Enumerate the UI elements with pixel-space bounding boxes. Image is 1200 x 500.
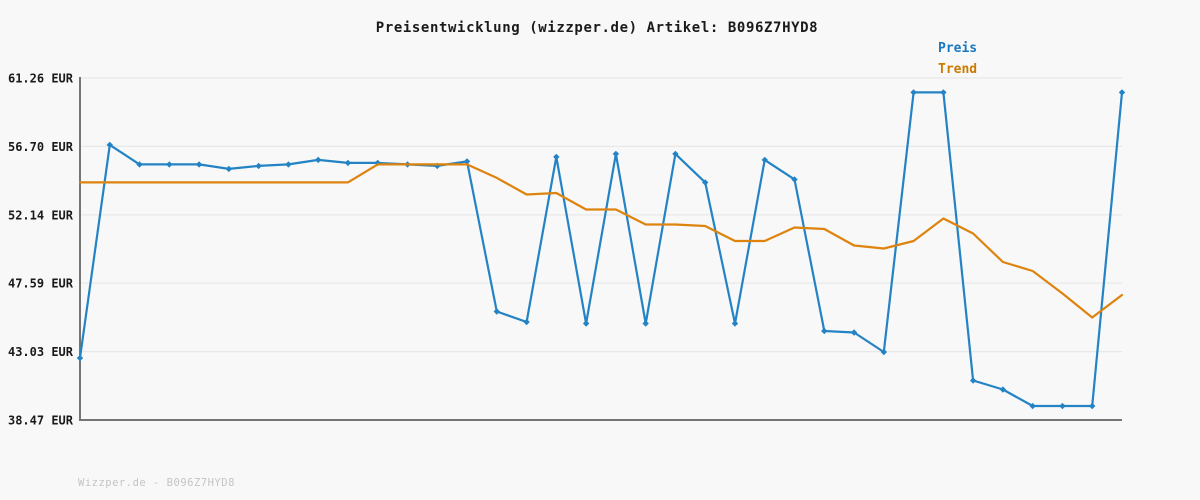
preis-marker — [493, 308, 500, 315]
preis-marker — [463, 158, 471, 165]
y-tick-label: 56.70 EUR — [8, 140, 74, 154]
preis-marker — [195, 161, 203, 168]
preis-marker — [642, 320, 649, 327]
legend-item-trend: Trend — [938, 62, 978, 77]
preis-line — [78, 91, 1124, 408]
y-tick-label: 47.59 EUR — [8, 277, 74, 291]
legend-item-preis: Preis — [938, 41, 978, 56]
preis-marker — [76, 354, 84, 362]
chart-legend: Preis Trend — [938, 38, 977, 80]
y-tick-label: 61.26 EUR — [8, 72, 74, 86]
preis-marker — [880, 348, 888, 356]
preis-marker — [940, 89, 947, 96]
preis-marker — [434, 162, 441, 170]
preis-marker — [1029, 402, 1036, 410]
preis-marker — [821, 327, 828, 335]
preis-marker — [285, 161, 292, 168]
preis-marker — [702, 179, 709, 186]
preis-marker — [1059, 402, 1066, 410]
preis-marker — [761, 156, 768, 164]
y-tick-label: 38.47 EUR — [8, 414, 74, 428]
preis-marker — [999, 386, 1007, 393]
watermark-text: Wizzper.de - B096Z7HYD8 — [78, 477, 235, 489]
preis-marker — [255, 162, 262, 170]
preis-marker — [969, 377, 977, 384]
y-tick-label: 43.03 EUR — [8, 345, 74, 359]
preis-marker — [344, 159, 352, 167]
preis-marker — [910, 89, 917, 96]
y-tick-label: 52.14 EUR — [8, 208, 74, 222]
preis-marker — [672, 150, 679, 158]
preis-marker — [314, 156, 322, 164]
preis-marker — [850, 329, 858, 336]
preis-marker — [791, 176, 798, 183]
trend-line — [78, 163, 1124, 319]
preis-marker — [582, 320, 590, 327]
preis-marker — [612, 150, 620, 158]
chart-title: Preisentwicklung (wizzper.de) Artikel: B… — [375, 20, 819, 36]
preis-marker — [136, 161, 143, 168]
preis-marker — [1089, 402, 1096, 410]
preis-marker — [731, 320, 739, 327]
preis-marker — [225, 165, 233, 173]
preis-marker — [553, 153, 560, 161]
preis-marker — [166, 161, 173, 168]
preis-marker — [523, 318, 530, 326]
preis-marker — [106, 141, 113, 149]
preis-marker — [1118, 89, 1126, 96]
